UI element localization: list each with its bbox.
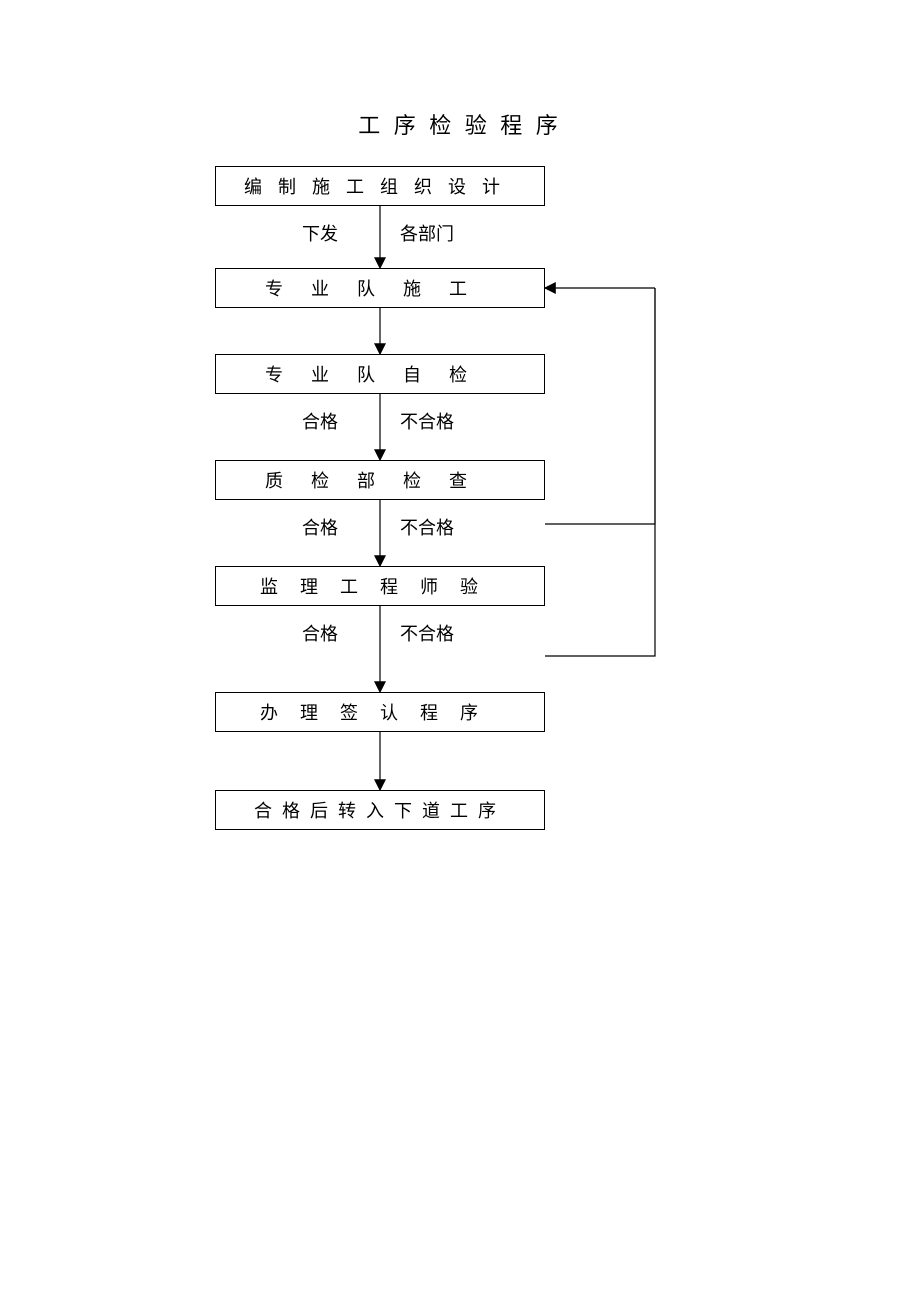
edge-label: 不合格 (400, 620, 454, 646)
edge-label: 合格 (302, 408, 338, 434)
flowchart-canvas: 工 序 检 验 程 序 编制施工组织设计专业队施工专业队自检质检部检查监理工程师… (0, 0, 920, 1302)
flow-node-n7: 合格后转入下道工序 (215, 790, 545, 830)
flow-node-n5: 监理工程师验 (215, 566, 545, 606)
edge-label: 不合格 (400, 408, 454, 434)
flow-node-n1: 编制施工组织设计 (215, 166, 545, 206)
flow-node-n4: 质检部检查 (215, 460, 545, 500)
edge-label: 合格 (302, 514, 338, 540)
flow-node-n3: 专业队自检 (215, 354, 545, 394)
flow-node-n6: 办理签认程序 (215, 692, 545, 732)
edge-label: 不合格 (400, 514, 454, 540)
edge-label: 各部门 (400, 220, 454, 246)
edge-label: 下发 (302, 220, 338, 246)
edge-label: 合格 (302, 620, 338, 646)
flow-node-n2: 专业队施工 (215, 268, 545, 308)
